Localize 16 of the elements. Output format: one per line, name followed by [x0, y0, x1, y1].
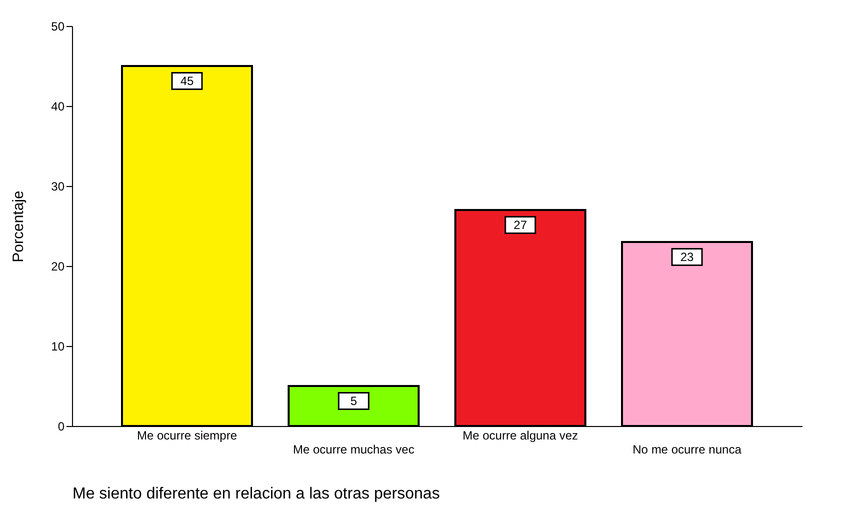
- x-axis-title: Me siento diferente en relacion a las otras personas: [72, 486, 440, 502]
- x-tick-label: Me ocurre alguna vez: [462, 428, 578, 442]
- data-label: 23: [680, 250, 694, 264]
- y-tick-label: 50: [51, 20, 65, 34]
- y-tick-label: 10: [51, 340, 65, 354]
- data-label: 45: [180, 74, 194, 88]
- data-label: 5: [350, 394, 358, 408]
- x-tick-label: Me ocurre muchas vec: [292, 442, 414, 456]
- data-label: 27: [514, 218, 528, 232]
- y-tick-label: 40: [51, 100, 65, 114]
- y-tick-label: 0: [58, 420, 65, 434]
- y-tick-label: 20: [51, 260, 65, 274]
- y-axis-title: Porcentaje: [10, 190, 28, 262]
- x-tick-label: Me ocurre siempre: [136, 428, 238, 442]
- y-tick-label: 30: [51, 180, 65, 194]
- x-tick-label: No me ocurre nunca: [632, 442, 742, 456]
